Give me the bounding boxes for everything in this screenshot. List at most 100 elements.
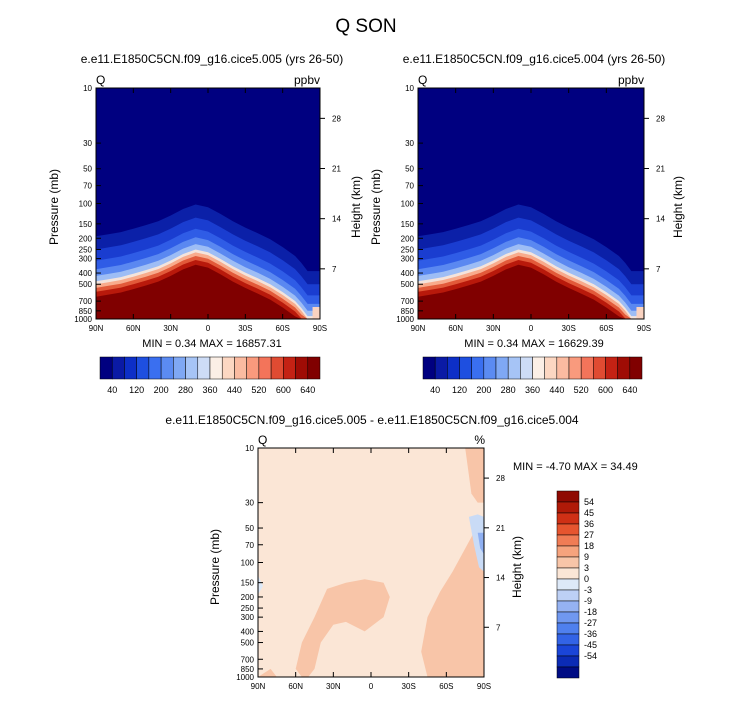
panel-diff-colorbar-label: 54 bbox=[584, 497, 594, 507]
panel-diff-colorbar-box bbox=[556, 600, 580, 613]
panel-a-colorbar-label: 280 bbox=[178, 385, 193, 395]
panel-b-colorbar: 40 120 200 280 360 440 520 600 640 bbox=[422, 356, 643, 395]
panel-b-ytick-label: 70 bbox=[405, 182, 414, 191]
panel-diff-ylabel-right: Height (km) bbox=[510, 536, 524, 598]
panel-b-stats: MIN = 0.34 MAX = 16629.39 bbox=[464, 338, 603, 350]
panel-diff-colorbar-label: 36 bbox=[584, 519, 594, 529]
panel-b-colorbar-label: 440 bbox=[549, 385, 564, 395]
panel-diff-htick-label: 7 bbox=[496, 623, 501, 632]
panel-b-ytick-label: 250 bbox=[401, 245, 415, 254]
panel-a-colorbar-box bbox=[295, 356, 309, 380]
panel-diff-xtick-label: 60N bbox=[288, 682, 303, 691]
panel-b-xtick-label: 60S bbox=[599, 324, 613, 333]
panel-b-band bbox=[418, 264, 644, 319]
panel-diff-ytick-label: 50 bbox=[245, 524, 254, 533]
panel-b-colorbar-box bbox=[532, 356, 545, 380]
panel-a-ytick-label: 100 bbox=[79, 200, 93, 209]
panel-diff-ytick-label: 10 bbox=[245, 444, 254, 453]
panel-a-colorbar-box bbox=[173, 356, 186, 380]
panel-a-ytick-label: 200 bbox=[79, 234, 93, 243]
panel-b-corner-left: Q bbox=[418, 73, 427, 87]
panel-diff-stats: MIN = -4.70 MAX = 34.49 bbox=[513, 461, 638, 473]
panel-diff-ytick-label: 150 bbox=[241, 579, 255, 588]
panel-a-colorbar-label: 600 bbox=[276, 385, 291, 395]
panel-a-xtick-label: 30S bbox=[238, 324, 252, 333]
panel-b-ytick-label: 150 bbox=[401, 220, 415, 229]
panel-diff-colorbar-label: -54 bbox=[584, 651, 597, 661]
panel-a-colorbar-box bbox=[124, 356, 137, 380]
panel-diff-ytick-label: 500 bbox=[241, 639, 255, 648]
panel-diff-ytick-label: 200 bbox=[241, 593, 255, 602]
panel-b-surface-patch bbox=[636, 307, 644, 319]
panel-diff-ytick-label: 250 bbox=[241, 604, 255, 613]
panel-b-colorbar-box bbox=[605, 356, 618, 380]
panel-b-corner-right: ppbv bbox=[618, 73, 644, 87]
panel-b-xtick-label: 30S bbox=[562, 324, 576, 333]
panel-diff-ylabel: Pressure (mb) bbox=[208, 529, 222, 605]
panel-diff-colorbar-label: 18 bbox=[584, 541, 594, 551]
panel-diff-colorbar-label: 9 bbox=[584, 552, 589, 562]
panel-b-htick-label: 14 bbox=[656, 215, 665, 224]
panel-a-colorbar-box bbox=[160, 356, 174, 380]
panel-b-ytick-label: 10 bbox=[405, 84, 414, 93]
panel-diff-colorbar-label: 45 bbox=[584, 508, 594, 518]
panel-a-ytick-label: 10 bbox=[83, 84, 92, 93]
panel-b-colorbar-label: 360 bbox=[525, 385, 540, 395]
panel-a-xtick-label: 0 bbox=[206, 324, 211, 333]
panel-diff-colorbar-box bbox=[556, 556, 580, 569]
panel-a-colorbar-box bbox=[99, 356, 113, 380]
panel-a-corner-left: Q bbox=[96, 73, 105, 87]
panel-a-ytick-label: 400 bbox=[79, 269, 93, 278]
panel-diff-htick-label: 21 bbox=[496, 524, 505, 533]
panel-diff-xtick-label: 60S bbox=[439, 682, 453, 691]
panel-a-colorbar-box bbox=[136, 356, 150, 380]
panel-diff-htick-label: 28 bbox=[496, 474, 505, 483]
panel-diff-ytick-label: 700 bbox=[241, 655, 255, 664]
panel-b-colorbar-box bbox=[593, 356, 606, 380]
panel-b-ylabel: Pressure (mb) bbox=[369, 169, 383, 245]
panel-diff-xtick-label: 0 bbox=[369, 682, 374, 691]
panel-a-colorbar-label: 120 bbox=[129, 385, 144, 395]
panel-diff-colorbar-label: -3 bbox=[584, 585, 592, 595]
panel-a-ytick-label: 850 bbox=[79, 307, 93, 316]
panel-a-htick-label: 21 bbox=[332, 165, 341, 174]
panel-b-ytick-label: 100 bbox=[401, 200, 415, 209]
panel-a-colorbar-box bbox=[209, 356, 223, 380]
panel-diff-colorbar-box bbox=[556, 534, 580, 547]
panel-diff-colorbar-label: -27 bbox=[584, 618, 597, 628]
panel-diff-xtick-label: 90N bbox=[251, 682, 266, 691]
panel-diff-colorbar-label: 3 bbox=[584, 563, 589, 573]
panel-a-ytick-label: 500 bbox=[79, 280, 93, 289]
panel-b-xtick-label: 30N bbox=[486, 324, 501, 333]
panel-b-colorbar-box bbox=[617, 356, 631, 380]
panel-b-htick-label: 21 bbox=[656, 165, 665, 174]
panel-b-ytick-label: 500 bbox=[401, 280, 415, 289]
panel-a-xtick-label: 90S bbox=[313, 324, 327, 333]
panel-a-xtick-label: 30N bbox=[163, 324, 178, 333]
panel-b-colorbar-label: 40 bbox=[430, 385, 440, 395]
panel-b-ytick-label: 1000 bbox=[396, 315, 414, 324]
panel-a-ytick-label: 50 bbox=[83, 165, 92, 174]
panel-b-colorbar-label: 120 bbox=[452, 385, 467, 395]
panel-diff-negative-patch bbox=[258, 575, 263, 595]
panel-diff-colorbar-box bbox=[556, 655, 580, 668]
panel-a-colorbar-box bbox=[307, 356, 321, 380]
panel-diff-ytick-label: 850 bbox=[241, 665, 255, 674]
panel-b-colorbar-box bbox=[459, 356, 472, 380]
panel-a-xtick-label: 60N bbox=[126, 324, 141, 333]
panel-a-ylabel: Pressure (mb) bbox=[47, 169, 61, 245]
panel-diff-xtick-label: 30S bbox=[402, 682, 416, 691]
panel-b-colorbar-box bbox=[568, 356, 582, 380]
panel-diff-ytick-label: 70 bbox=[245, 541, 254, 550]
panel-b-colorbar-box bbox=[507, 356, 521, 380]
panel-a-htick-label: 14 bbox=[332, 215, 341, 224]
panel-a-plot: 1030507010015020025030040050070085010009… bbox=[74, 84, 341, 333]
panel-a-stats: MIN = 0.34 MAX = 16857.31 bbox=[142, 338, 281, 350]
panel-a-colorbar-box bbox=[221, 356, 235, 380]
panel-a-colorbar-box bbox=[283, 356, 296, 380]
panel-a-colorbar-box bbox=[111, 356, 125, 380]
panel-b-title: e.e11.E1850C5CN.f09_g16.cice5.004 (yrs 2… bbox=[403, 52, 666, 66]
panel-diff-ytick-label: 1000 bbox=[236, 673, 254, 682]
panel-diff-negative-patch bbox=[468, 514, 484, 572]
panel-diff-colorbar-box bbox=[556, 523, 580, 536]
